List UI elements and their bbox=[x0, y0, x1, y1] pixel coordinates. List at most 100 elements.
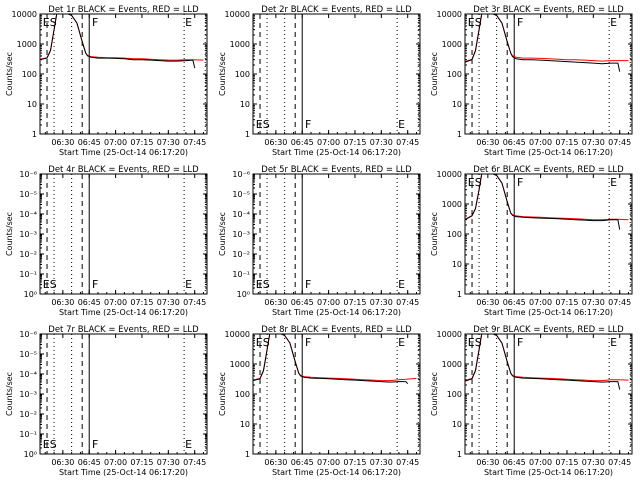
y-tick-label: 1 bbox=[32, 130, 37, 139]
x-tick-label: 07:15 bbox=[343, 138, 366, 147]
y-tick-label: 10⁻⁴ bbox=[232, 210, 250, 219]
flag-label-s: S bbox=[263, 278, 270, 291]
x-axis-label: Start Time (25-Oct-14 06:17:20) bbox=[272, 468, 401, 477]
flag-label-f: F bbox=[517, 16, 523, 29]
y-tick-label: 1000 bbox=[230, 360, 250, 369]
y-tick-label: 10⁻⁶ bbox=[19, 170, 37, 179]
flag-label-e: E bbox=[468, 176, 475, 189]
y-axis-label: Counts/sec bbox=[5, 52, 14, 96]
y-tick-label: 10⁻¹ bbox=[232, 270, 250, 279]
x-tick-label: 06:45 bbox=[291, 458, 314, 467]
x-tick-label: 07:00 bbox=[317, 298, 340, 307]
x-tick-label: 07:30 bbox=[582, 298, 605, 307]
flag-label-s: S bbox=[475, 176, 482, 189]
y-tick-label: 1 bbox=[245, 450, 250, 459]
panel-title: Det 5r BLACK = Events, RED = LLD bbox=[261, 165, 412, 175]
detector-panel-9: Det 9r BLACK = Events, RED = LLD 1 10 100 10… bbox=[430, 325, 633, 477]
detector-panel-4: Det 4r BLACK = Events, RED = LLD 10⁰ 10⁻¹ 1… bbox=[5, 165, 208, 317]
flag-label-f: F bbox=[92, 278, 98, 291]
flag-label-e: E bbox=[610, 176, 617, 189]
y-tick-label: 10⁰ bbox=[24, 290, 37, 299]
flag-label-e: E bbox=[256, 278, 263, 291]
panel-title: Det 1r BLACK = Events, RED = LLD bbox=[48, 5, 199, 15]
x-axis-label: Start Time (25-Oct-14 06:17:20) bbox=[484, 148, 613, 157]
x-tick-label: 06:30 bbox=[476, 138, 499, 147]
plot-frame bbox=[464, 13, 633, 135]
panel-title: Det 9r BLACK = Events, RED = LLD bbox=[473, 325, 624, 335]
flag-label-e: E bbox=[256, 336, 263, 349]
panel-title: Det 2r BLACK = Events, RED = LLD bbox=[261, 5, 412, 15]
detector-panel-6: Det 6r BLACK = Events, RED = LLD 1 10 100 10… bbox=[430, 165, 633, 317]
detector-panel-2: Det 2r BLACK = Events, RED = LLD 1 10 100 10… bbox=[218, 5, 421, 157]
y-tick-label: 10000 bbox=[225, 330, 250, 339]
panel-title: Det 3r BLACK = Events, RED = LLD bbox=[473, 5, 624, 15]
y-tick-label: 1000 bbox=[442, 40, 462, 49]
flag-label-e: E bbox=[468, 336, 475, 349]
x-tick-label: 07:45 bbox=[183, 458, 206, 467]
lld-series-line bbox=[40, 14, 204, 61]
y-tick-label: 1000 bbox=[230, 40, 250, 49]
y-tick-label: 100 bbox=[22, 70, 37, 79]
flag-label-e: E bbox=[185, 438, 192, 451]
x-tick-label: 07:00 bbox=[529, 458, 552, 467]
x-tick-label: 07:45 bbox=[608, 138, 631, 147]
x-tick-label: 07:30 bbox=[370, 298, 393, 307]
plot-frame bbox=[39, 333, 208, 455]
x-tick-label: 07:45 bbox=[396, 298, 419, 307]
panel-title: Det 7r BLACK = Events, RED = LLD bbox=[48, 325, 199, 335]
y-tick-label: 10⁻³ bbox=[19, 390, 37, 399]
panel-title: Det 6r BLACK = Events, RED = LLD bbox=[473, 165, 624, 175]
x-tick-label: 06:30 bbox=[476, 458, 499, 467]
x-tick-label: 07:45 bbox=[396, 138, 419, 147]
y-tick-label: 10⁻⁵ bbox=[19, 350, 37, 359]
x-tick-label: 07:30 bbox=[157, 138, 180, 147]
flag-label-s: S bbox=[50, 438, 57, 451]
x-tick-label: 06:30 bbox=[51, 458, 74, 467]
x-tick-label: 07:45 bbox=[183, 138, 206, 147]
panel-title: Det 4r BLACK = Events, RED = LLD bbox=[48, 165, 199, 175]
flag-label-s: S bbox=[475, 336, 482, 349]
x-axis-label: Start Time (25-Oct-14 06:17:20) bbox=[484, 468, 613, 477]
x-tick-label: 07:00 bbox=[529, 138, 552, 147]
plot-frame bbox=[39, 173, 208, 295]
x-tick-label: 07:15 bbox=[343, 298, 366, 307]
plot-frame bbox=[464, 173, 633, 295]
x-tick-label: 06:45 bbox=[503, 138, 526, 147]
y-tick-label: 100 bbox=[447, 70, 462, 79]
y-tick-label: 10⁻¹ bbox=[19, 430, 37, 439]
y-tick-label: 10⁻⁵ bbox=[19, 190, 37, 199]
x-axis-label: Start Time (25-Oct-14 06:17:20) bbox=[59, 468, 188, 477]
events-series-line bbox=[40, 14, 196, 69]
flag-label-f: F bbox=[517, 336, 523, 349]
x-tick-label: 07:15 bbox=[555, 298, 578, 307]
flag-label-e: E bbox=[256, 118, 263, 131]
y-tick-label: 100 bbox=[447, 390, 462, 399]
y-axis-label: Counts/sec bbox=[430, 52, 439, 96]
detector-panel-8: Det 8r BLACK = Events, RED = LLD 1 10 100 10… bbox=[218, 325, 421, 477]
x-axis-label: Start Time (25-Oct-14 06:17:20) bbox=[59, 148, 188, 157]
y-tick-label: 100 bbox=[235, 390, 250, 399]
x-tick-label: 06:30 bbox=[264, 138, 287, 147]
x-tick-label: 06:45 bbox=[78, 458, 101, 467]
y-tick-label: 1 bbox=[457, 130, 462, 139]
x-tick-label: 06:45 bbox=[291, 298, 314, 307]
y-axis-label: Counts/sec bbox=[430, 372, 439, 416]
y-tick-label: 10⁻¹ bbox=[19, 270, 37, 279]
y-tick-label: 10⁰ bbox=[24, 450, 37, 459]
y-axis-label: Counts/sec bbox=[5, 212, 14, 256]
flag-label-e: E bbox=[185, 278, 192, 291]
y-tick-label: 1 bbox=[245, 130, 250, 139]
lld-series-line bbox=[465, 174, 629, 221]
x-tick-label: 07:00 bbox=[317, 458, 340, 467]
y-tick-label: 10000 bbox=[12, 10, 37, 19]
x-axis-label: Start Time (25-Oct-14 06:17:20) bbox=[272, 308, 401, 317]
panel-title: Det 8r BLACK = Events, RED = LLD bbox=[261, 325, 412, 335]
x-tick-label: 07:30 bbox=[370, 138, 393, 147]
y-tick-label: 10 bbox=[452, 420, 462, 429]
lld-series-line bbox=[253, 334, 417, 382]
y-axis-label: Counts/sec bbox=[430, 212, 439, 256]
flag-label-e: E bbox=[398, 336, 405, 349]
flag-label-e: E bbox=[185, 16, 192, 29]
flag-label-e: E bbox=[610, 16, 617, 29]
x-tick-label: 07:45 bbox=[396, 458, 419, 467]
